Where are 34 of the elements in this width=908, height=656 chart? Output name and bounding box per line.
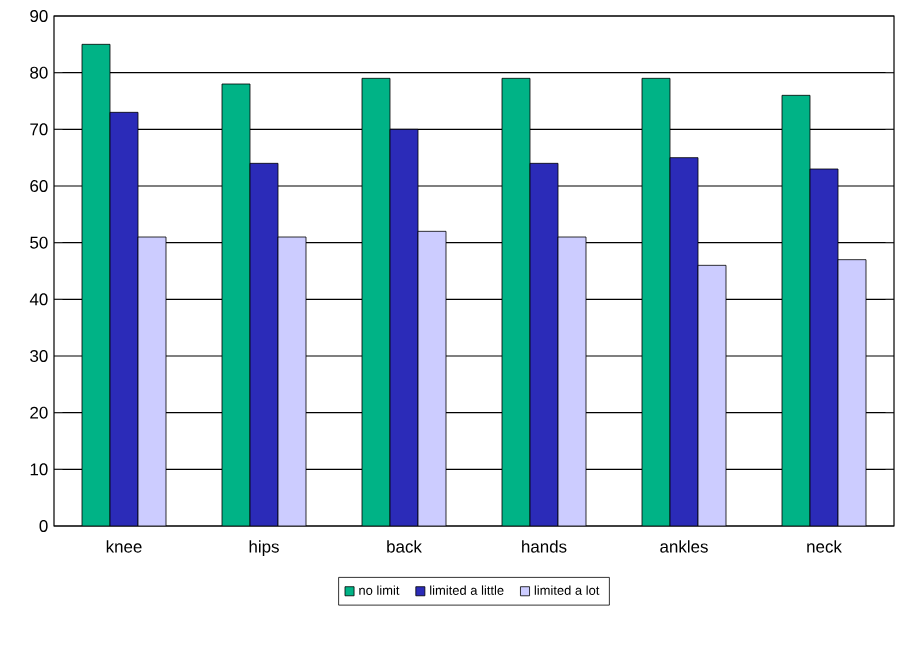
y-tick-label: 80	[30, 66, 48, 79]
bar	[697, 264, 727, 526]
y-tick-label: 50	[30, 236, 48, 249]
bar	[781, 94, 811, 526]
bar	[417, 230, 447, 526]
x-tick-label: hips	[249, 540, 279, 556]
y-tick-label: 20	[30, 406, 48, 419]
bar	[809, 168, 839, 526]
bar	[669, 157, 699, 526]
x-tick-label: back	[387, 540, 422, 553]
bar	[837, 259, 867, 526]
x-tick-label: hands	[522, 540, 567, 553]
bar	[501, 77, 531, 526]
bar	[137, 236, 167, 526]
y-tick-label: 60	[30, 180, 48, 192]
bar	[557, 236, 587, 526]
y-tick-label: 0	[39, 520, 48, 532]
x-tick-label: ankles	[660, 540, 708, 553]
y-tick-label: 10	[30, 463, 48, 476]
bar	[81, 43, 111, 526]
x-tick-label: knee	[106, 540, 142, 553]
bar	[361, 77, 391, 526]
bar	[529, 162, 559, 526]
x-tick-label: neck	[807, 540, 842, 553]
y-tick-label: 30	[30, 350, 48, 362]
y-tick-label: 90	[30, 10, 48, 22]
bar	[641, 77, 671, 526]
bar	[221, 83, 251, 526]
bar	[249, 162, 279, 526]
bar	[277, 236, 307, 526]
bar	[109, 111, 139, 526]
y-tick-label: 70	[30, 123, 48, 136]
bar	[389, 128, 419, 526]
y-tick-label: 40	[29, 293, 48, 306]
